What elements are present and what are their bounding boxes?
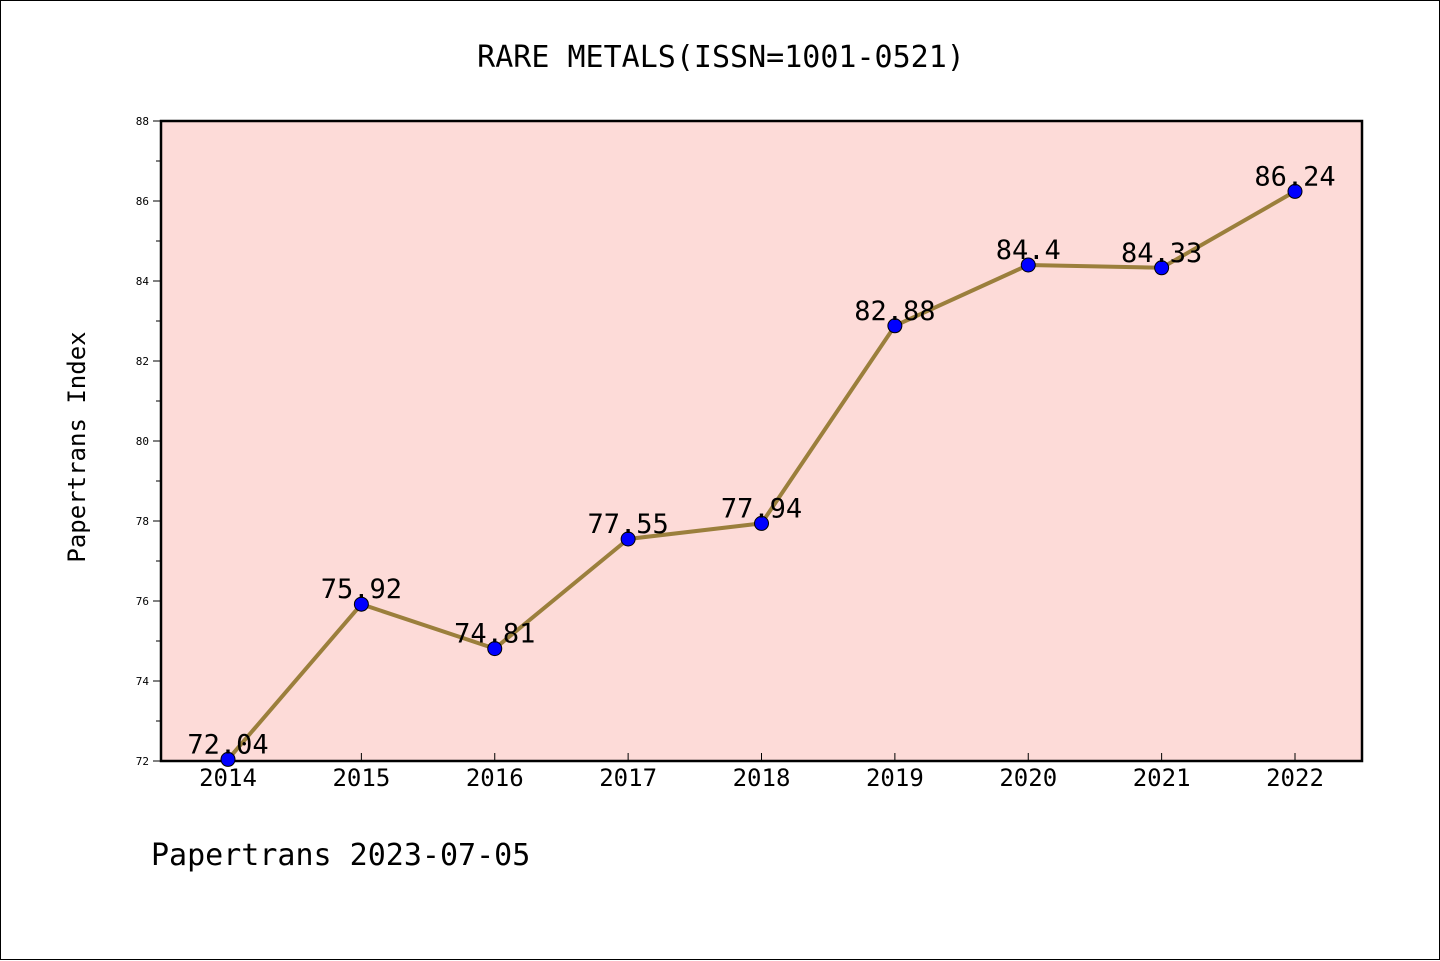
y-tick-label: 88 bbox=[136, 115, 149, 128]
x-tick-label: 2020 bbox=[999, 764, 1057, 792]
data-point bbox=[220, 751, 236, 767]
x-tick-label: 2017 bbox=[599, 764, 657, 792]
data-label: 74.81 bbox=[454, 619, 535, 650]
x-axis: 2014 2015 2016 2017 2018 2019 2020 2021 2022 bbox=[199, 753, 1324, 792]
y-tick-label: 82 bbox=[136, 355, 149, 368]
y-tick-label: 84 bbox=[136, 275, 150, 288]
series-index bbox=[220, 183, 1303, 767]
y-axis-label: Papertrans Index bbox=[63, 331, 91, 562]
data-point bbox=[1020, 257, 1036, 273]
data-label: 84.4 bbox=[996, 235, 1061, 266]
data-label: 77.94 bbox=[721, 493, 802, 524]
y-axis: 72 74 76 78 80 82 84 86 88 bbox=[136, 115, 161, 768]
y-tick-label: 78 bbox=[136, 515, 149, 528]
data-label: 77.55 bbox=[587, 509, 668, 540]
data-point bbox=[887, 318, 903, 334]
data-label: 82.88 bbox=[854, 296, 935, 327]
data-label: 75.92 bbox=[321, 574, 402, 605]
data-labels: 72.04 75.92 74.81 77.55 77.94 82.88 84.4 84.33 8… bbox=[187, 161, 1335, 760]
chart-title: RARE METALS(ISSN=1001-0521) bbox=[477, 40, 965, 75]
data-label: 72.04 bbox=[187, 729, 268, 760]
data-point bbox=[1154, 260, 1170, 276]
data-point bbox=[487, 641, 503, 657]
plot-area bbox=[159, 119, 1364, 763]
data-point bbox=[754, 515, 769, 531]
x-tick-label: 2015 bbox=[332, 764, 390, 792]
x-tick-label: 2018 bbox=[733, 764, 791, 792]
data-point bbox=[620, 531, 636, 547]
y-tick-label: 80 bbox=[136, 435, 149, 448]
x-tick-label: 2016 bbox=[466, 764, 524, 792]
y-tick-label: 72 bbox=[136, 755, 149, 768]
x-tick-label: 2014 bbox=[199, 764, 257, 792]
data-point bbox=[353, 596, 369, 612]
x-tick-label: 2022 bbox=[1266, 764, 1324, 792]
y-tick-label: 76 bbox=[136, 595, 149, 608]
data-point bbox=[1287, 183, 1303, 199]
y-tick-label: 86 bbox=[136, 195, 149, 208]
footer-text: Papertrans 2023-07-05 bbox=[151, 838, 530, 873]
x-tick-label: 2019 bbox=[866, 764, 924, 792]
y-tick-label: 74 bbox=[136, 675, 150, 688]
data-label: 86.24 bbox=[1254, 161, 1335, 192]
x-tick-label: 2021 bbox=[1133, 764, 1191, 792]
data-label: 84.33 bbox=[1121, 238, 1202, 269]
